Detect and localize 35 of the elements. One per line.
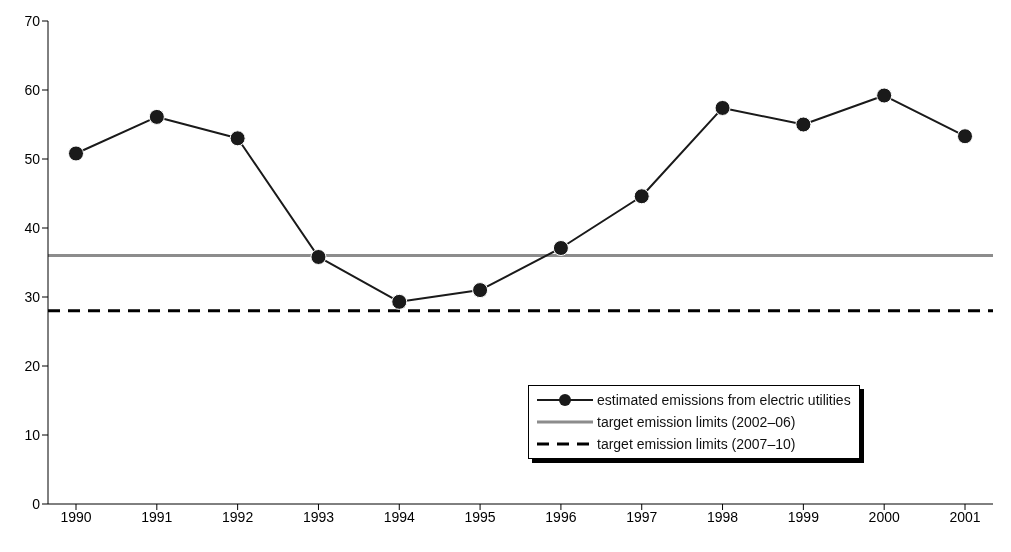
legend-label: target emission limits (2002–06) — [597, 414, 796, 430]
x-tick-label: 1994 — [383, 508, 416, 525]
point — [957, 128, 973, 145]
point — [472, 282, 489, 299]
legend-label: target emission limits (2007–10) — [597, 436, 796, 452]
point — [310, 248, 327, 265]
y-tick-label: 60 — [24, 81, 41, 98]
x-tick-label: 2000 — [868, 508, 900, 525]
x-tick-label: 1999 — [787, 508, 820, 525]
y-tick-label: 10 — [24, 426, 41, 443]
x-tick-label: 1992 — [222, 508, 254, 525]
y-tick-label: 70 — [24, 12, 41, 29]
y-tick-label: 40 — [24, 219, 41, 236]
x-tick-label: 1996 — [545, 508, 577, 525]
point — [714, 99, 731, 116]
y-tick-label: 20 — [24, 357, 41, 374]
y-tick-label: 0 — [32, 495, 41, 512]
point — [876, 87, 893, 104]
x-tick-label: 1993 — [302, 508, 335, 525]
x-tick-label: 1998 — [706, 508, 739, 525]
y-tick-label: 30 — [24, 288, 41, 305]
point — [148, 108, 165, 125]
y-tick-label: 50 — [24, 150, 41, 167]
point — [229, 130, 246, 147]
point — [552, 240, 569, 257]
point — [633, 188, 650, 205]
point — [68, 145, 84, 162]
x-tick-label: 1990 — [60, 508, 92, 525]
x-tick-label: 1991 — [141, 508, 173, 525]
x-tick-label: 1997 — [626, 508, 658, 525]
point — [391, 293, 408, 310]
point — [795, 116, 812, 133]
x-tick-label: 1995 — [464, 508, 496, 525]
legend-label: estimated emissions from electric utilities — [597, 392, 851, 408]
x-tick-label: 2001 — [949, 508, 981, 525]
